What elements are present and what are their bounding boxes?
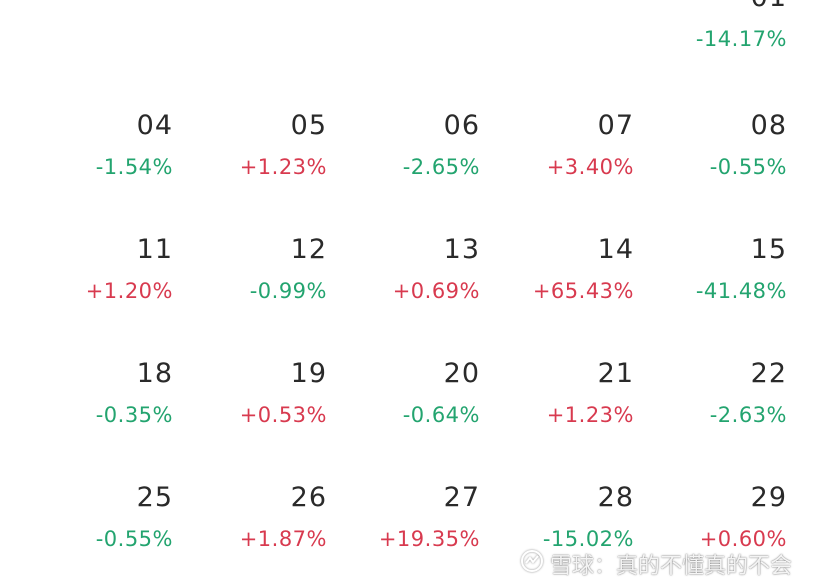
day-number: 15	[750, 234, 787, 265]
day-number: 22	[750, 358, 787, 389]
day-number: 28	[597, 482, 634, 513]
calendar-day-cell[interactable]: 07 +3.40%	[494, 110, 634, 180]
calendar-day-cell[interactable]: 29 +0.60%	[647, 482, 787, 552]
daily-change: -0.64%	[402, 403, 480, 427]
calendar-day-cell[interactable]: 11 +1.20%	[33, 234, 173, 304]
day-number: 14	[597, 234, 634, 265]
daily-change: -0.55%	[95, 527, 173, 551]
calendar-day-cell[interactable]: 25 -0.55%	[33, 482, 173, 552]
watermark: 雪球：真的不懂真的不会	[520, 548, 792, 580]
day-number: 26	[290, 482, 327, 513]
calendar-day-cell[interactable]: 15 -41.48%	[647, 234, 787, 304]
calendar-day-cell[interactable]: 05 +1.23%	[187, 110, 327, 180]
daily-change: +1.20%	[85, 279, 173, 303]
day-number: 20	[443, 358, 480, 389]
daily-change: -1.54%	[95, 155, 173, 179]
xueqiu-logo-icon	[520, 549, 544, 579]
day-number: 13	[443, 234, 480, 265]
day-number: 19	[290, 358, 327, 389]
daily-change: +1.23%	[239, 155, 327, 179]
daily-change: -2.65%	[402, 155, 480, 179]
daily-change: +0.53%	[239, 403, 327, 427]
daily-change: +3.40%	[546, 155, 634, 179]
day-number: 05	[290, 110, 327, 141]
day-number: 18	[136, 358, 173, 389]
day-number: 07	[597, 110, 634, 141]
day-number: 08	[750, 110, 787, 141]
daily-change: +1.23%	[546, 403, 634, 427]
calendar-day-cell[interactable]: 26 +1.87%	[187, 482, 327, 552]
calendar-day-cell[interactable]: 19 +0.53%	[187, 358, 327, 428]
calendar-day-cell[interactable]: 01 -14.17%	[647, 0, 787, 52]
calendar-day-cell[interactable]: 22 -2.63%	[647, 358, 787, 428]
calendar-day-cell[interactable]: 06 -2.65%	[340, 110, 480, 180]
calendar-day-cell[interactable]: 12 -0.99%	[187, 234, 327, 304]
day-number: 04	[136, 110, 173, 141]
day-number: 21	[597, 358, 634, 389]
daily-change: +0.69%	[392, 279, 480, 303]
calendar-day-cell[interactable]: 21 +1.23%	[494, 358, 634, 428]
daily-change: +19.35%	[378, 527, 480, 551]
calendar-day-cell[interactable]: 13 +0.69%	[340, 234, 480, 304]
day-number: 25	[136, 482, 173, 513]
daily-change: -0.35%	[95, 403, 173, 427]
daily-change: +65.43%	[532, 279, 634, 303]
daily-change: -0.99%	[249, 279, 327, 303]
day-number: 11	[136, 234, 173, 265]
calendar-day-cell[interactable]: 28 -15.02%	[494, 482, 634, 552]
day-number: 06	[443, 110, 480, 141]
calendar-day-cell[interactable]: 04 -1.54%	[33, 110, 173, 180]
calendar-day-cell[interactable]: 08 -0.55%	[647, 110, 787, 180]
calendar-day-cell[interactable]: 18 -0.35%	[33, 358, 173, 428]
daily-change: -15.02%	[542, 527, 634, 551]
calendar-day-cell[interactable]: 27 +19.35%	[340, 482, 480, 552]
day-number: 12	[290, 234, 327, 265]
watermark-text: 雪球：真的不懂真的不会	[550, 554, 793, 579]
daily-change: -14.17%	[695, 27, 787, 51]
daily-change: -41.48%	[695, 279, 787, 303]
calendar-day-cell[interactable]: 14 +65.43%	[494, 234, 634, 304]
calendar-day-cell[interactable]: 20 -0.64%	[340, 358, 480, 428]
daily-change: +0.60%	[699, 527, 787, 551]
daily-change: -0.55%	[709, 155, 787, 179]
day-number: 29	[750, 482, 787, 513]
daily-change: +1.87%	[239, 527, 327, 551]
daily-change: -2.63%	[709, 403, 787, 427]
day-number: 27	[443, 482, 480, 513]
day-number: 01	[647, 0, 787, 14]
